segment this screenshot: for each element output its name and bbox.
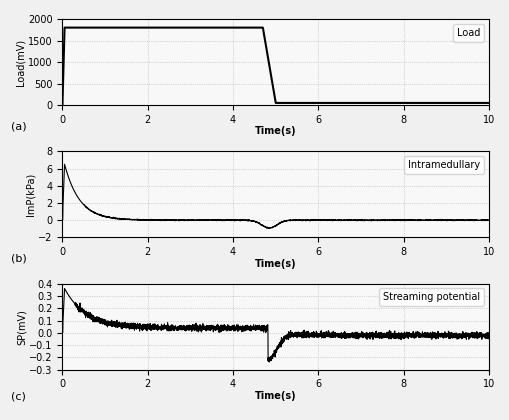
Y-axis label: Load(mV): Load(mV) <box>15 39 25 86</box>
Text: (a): (a) <box>11 121 27 131</box>
Text: (c): (c) <box>11 392 26 402</box>
X-axis label: Time(s): Time(s) <box>254 258 296 268</box>
Y-axis label: SP(mV): SP(mV) <box>16 309 26 344</box>
Text: (b): (b) <box>11 254 27 263</box>
Legend: Load: Load <box>452 24 483 42</box>
Y-axis label: ImP(kPa): ImP(kPa) <box>25 173 36 216</box>
X-axis label: Time(s): Time(s) <box>254 391 296 401</box>
Legend: Intramedullary: Intramedullary <box>403 156 483 174</box>
Legend: Streaming potential: Streaming potential <box>378 289 483 306</box>
X-axis label: Time(s): Time(s) <box>254 126 296 136</box>
